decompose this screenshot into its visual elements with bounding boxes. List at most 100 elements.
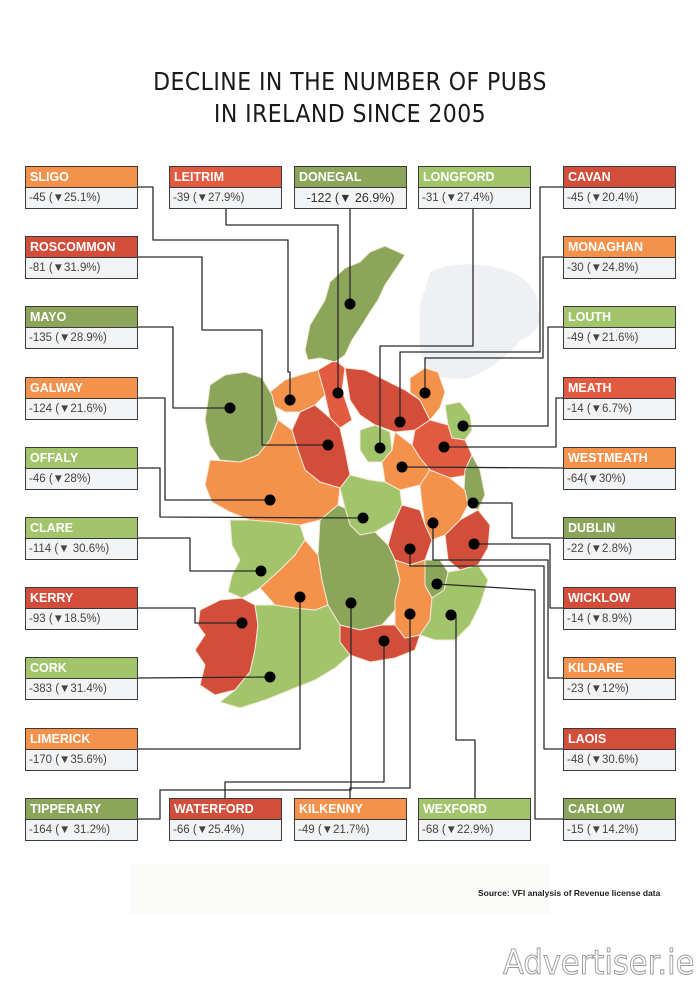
county-shape-westmeath — [381, 431, 431, 491]
county-decline-value: -114 (▼ 30.6%) — [29, 543, 110, 555]
county-dot-donegal — [344, 298, 356, 310]
leader-line-kerry — [138, 607, 242, 624]
county-dot-sligo — [284, 394, 296, 406]
county-label-longford: LONGFORD -31 (▼27.4%) — [418, 166, 531, 209]
county-name: OFFALY — [26, 448, 137, 469]
county-label-westmeath: WESTMEATH -64(▼30%) — [563, 447, 676, 490]
leader-line-kildare — [432, 523, 563, 679]
county-decline-value: -81 (▼31.9%) — [29, 262, 101, 274]
leader-line-cavan — [399, 186, 563, 422]
county-name: WESTMEATH — [564, 448, 675, 469]
leader-line-leitrim — [225, 209, 339, 393]
county-dot-cavan — [394, 416, 406, 428]
county-name: WICKLOW — [564, 588, 675, 609]
county-name: WATERFORD — [170, 799, 281, 820]
county-decline-value: -14 (▼6.7%) — [567, 403, 633, 415]
county-dot-laois — [404, 543, 416, 555]
leader-line-roscommon — [138, 256, 328, 446]
county-decline-value: -68 (▼22.9%) — [422, 824, 494, 836]
leader-line-sligo — [138, 186, 291, 400]
county-dot-clare — [255, 565, 267, 577]
county-dot-kerry — [236, 617, 248, 629]
county-decline-value: -23 (▼12%) — [567, 683, 629, 695]
county-dot-cork — [264, 671, 276, 683]
county-decline-value: -383 (▼31.4%) — [29, 683, 107, 695]
county-label-limerick: LIMERICK -170 (▼35.6%) — [25, 728, 138, 771]
leader-line-tipperary — [138, 603, 352, 820]
leader-line-louth — [463, 326, 563, 427]
county-decline-value: -64(▼30%) — [567, 473, 626, 485]
county-dot-wexford — [445, 609, 457, 621]
county-decline-value: -170 (▼35.6%) — [29, 754, 107, 766]
county-dot-meath — [438, 441, 450, 453]
leader-line-wicklow — [474, 543, 563, 609]
leader-line-wexford — [451, 614, 476, 798]
leader-line-offaly — [138, 467, 364, 519]
county-name: CLARE — [26, 518, 137, 539]
leader-line-monaghan — [424, 256, 563, 393]
county-name: MEATH — [564, 378, 675, 399]
leader-line-longford — [379, 209, 474, 448]
title-line-1: DECLINE IN THE NUMBER OF PUBS — [153, 67, 547, 96]
county-decline-value: -30 (▼24.8%) — [567, 262, 639, 274]
county-decline-value: -14 (▼8.9%) — [567, 613, 633, 625]
county-label-waterford: WATERFORD -66 (▼25.4%) — [169, 798, 282, 841]
county-label-tipperary: TIPPERARY -164 (▼ 31.2%) — [25, 798, 138, 841]
county-name: ROSCOMMON — [26, 237, 137, 258]
leader-line-clare — [138, 537, 261, 572]
county-label-roscommon: ROSCOMMON -81 (▼31.9%) — [25, 236, 138, 279]
county-label-offaly: OFFALY -46 (▼28%) — [25, 447, 138, 490]
county-dot-kilkenny — [404, 608, 416, 620]
leader-line-waterford — [224, 641, 385, 798]
county-dot-tipperary — [345, 597, 357, 609]
leader-line-westmeath — [401, 466, 564, 469]
county-name: LAOIS — [564, 729, 675, 750]
county-decline-value: -48 (▼30.6%) — [567, 754, 639, 766]
county-decline-value: -22 (▼2.8%) — [567, 543, 633, 555]
county-decline-value: -39 (▼27.9%) — [173, 192, 245, 204]
county-label-cavan: CAVAN -45 (▼20.4%) — [563, 166, 676, 209]
county-decline-value: -31 (▼27.4%) — [422, 192, 494, 204]
county-decline-value: -49 (▼21.6%) — [567, 332, 639, 344]
county-name: CARLOW — [564, 799, 675, 820]
county-name: TIPPERARY — [26, 799, 137, 820]
county-name: DUBLIN — [564, 518, 675, 539]
leader-line-laois — [409, 549, 563, 750]
county-name: LEITRIM — [170, 167, 281, 188]
county-dot-wicklow — [468, 538, 480, 550]
county-decline-value: -93 (▼18.5%) — [29, 613, 101, 625]
county-decline-value: -46 (▼28%) — [29, 473, 91, 485]
source-note: Source: VFI analysis of Revenue license … — [478, 888, 661, 898]
county-decline-value: -124 (▼21.6%) — [29, 403, 107, 415]
county-dot-roscommon — [322, 439, 334, 451]
county-name: LIMERICK — [26, 729, 137, 750]
county-dot-louth — [457, 420, 469, 432]
source-panel: Source: VFI analysis of Revenue license … — [130, 864, 660, 914]
county-dot-limerick — [294, 591, 306, 603]
county-name: DONEGAL — [295, 167, 406, 188]
county-dot-dublin — [467, 497, 479, 509]
county-decline-value: -15 (▼14.2%) — [567, 824, 639, 836]
county-decline-value: -66 (▼25.4%) — [173, 824, 245, 836]
county-name: GALWAY — [26, 378, 137, 399]
leader-line-carlow — [436, 583, 563, 820]
county-label-sligo: SLIGO -45 (▼25.1%) — [25, 166, 138, 209]
county-name: LOUTH — [564, 307, 675, 328]
county-label-leitrim: LEITRIM -39 (▼27.9%) — [169, 166, 282, 209]
county-label-donegal: DONEGAL -122 (▼ 26.9%) — [294, 166, 407, 209]
county-name: MONAGHAN — [564, 237, 675, 258]
county-name: KERRY — [26, 588, 137, 609]
county-label-clare: CLARE -114 (▼ 30.6%) — [25, 517, 138, 560]
county-label-louth: LOUTH -49 (▼21.6%) — [563, 306, 676, 349]
county-label-galway: GALWAY -124 (▼21.6%) — [25, 377, 138, 420]
leader-line-meath — [444, 397, 563, 448]
northern-ireland-region — [419, 264, 541, 379]
county-label-kildare: KILDARE -23 (▼12%) — [563, 657, 676, 700]
county-dot-longford — [374, 442, 386, 454]
county-label-monaghan: MONAGHAN -30 (▼24.8%) — [563, 236, 676, 279]
county-dot-waterford — [378, 635, 390, 647]
county-name: LONGFORD — [419, 167, 530, 188]
county-dot-kildare — [427, 517, 439, 529]
chart-title: DECLINE IN THE NUMBER OF PUBS IN IRELAND… — [42, 66, 658, 130]
county-label-carlow: CARLOW -15 (▼14.2%) — [563, 798, 676, 841]
